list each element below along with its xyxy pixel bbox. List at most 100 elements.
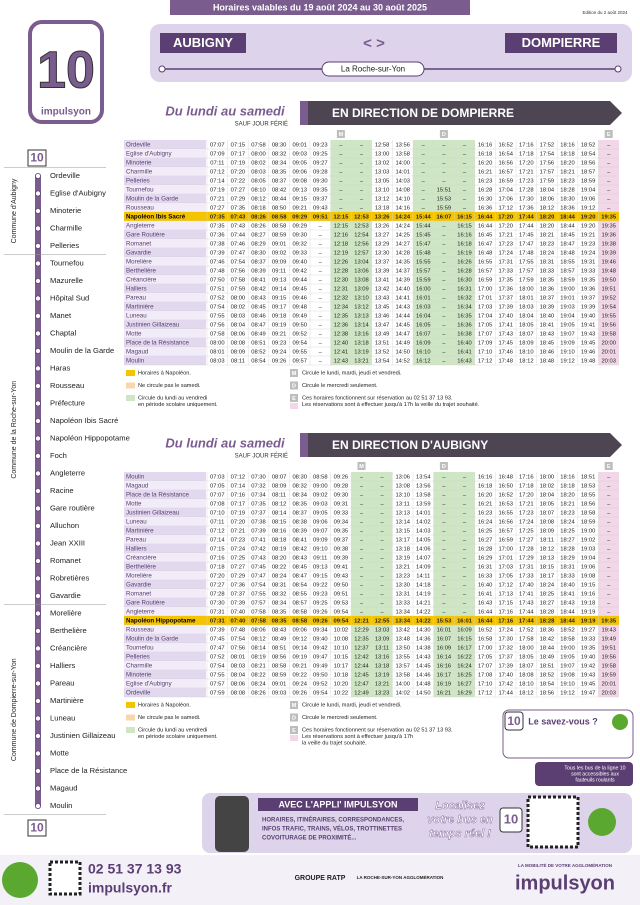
time: 17:35 xyxy=(498,277,513,283)
time: – xyxy=(442,340,446,346)
time: 17:03 xyxy=(498,564,513,570)
time: 18:47 xyxy=(560,241,575,247)
legend-swatch xyxy=(126,727,135,733)
trip-shade xyxy=(433,140,455,365)
time: 18:12 xyxy=(540,205,555,211)
stop-name: Charmille xyxy=(126,662,153,669)
time: 09:14 xyxy=(272,286,287,292)
time: 14:28 xyxy=(395,250,410,256)
stop-name: Pelleries xyxy=(126,653,150,660)
legend-swatch xyxy=(126,382,135,389)
time: 13:56 xyxy=(395,142,410,148)
time: 07:14 xyxy=(231,483,246,489)
time: 08:58 xyxy=(272,223,287,229)
time: 09:46 xyxy=(292,295,307,301)
legend-letter: E xyxy=(292,396,296,402)
time: 18:10 xyxy=(519,681,534,687)
trip-shade xyxy=(371,472,393,697)
time: – xyxy=(463,537,467,543)
direction: EN DIRECTION D'AUBIGNY xyxy=(332,438,488,452)
time: 18:09 xyxy=(540,528,555,534)
time: 08:32 xyxy=(272,151,287,157)
time: 17:21 xyxy=(519,169,534,175)
time: 12:54 xyxy=(354,232,369,238)
time: 18:28 xyxy=(539,618,555,624)
time: 18:21 xyxy=(540,232,555,238)
time: 17:04 xyxy=(478,313,493,319)
time: – xyxy=(442,528,446,534)
time: 09:53 xyxy=(334,600,349,606)
time: 14:02 xyxy=(395,690,410,696)
time: 17:24 xyxy=(519,519,534,525)
time: 08:54 xyxy=(292,582,307,588)
stop-name: Angleterre xyxy=(126,222,155,229)
time: 07:39 xyxy=(251,528,266,534)
stop-name: Motte xyxy=(126,330,142,337)
time: 08:47 xyxy=(292,573,307,579)
time: 20:03 xyxy=(601,358,616,364)
time: 12:57 xyxy=(354,250,369,256)
time: 17:21 xyxy=(498,232,513,238)
time: 08:04 xyxy=(231,672,246,678)
time: 17:09 xyxy=(478,340,493,346)
time: 19:19 xyxy=(581,609,596,615)
time: 09:22 xyxy=(292,672,307,678)
time: 07:11 xyxy=(210,160,224,166)
time: – xyxy=(360,187,364,193)
time: 12:35 xyxy=(334,313,349,319)
time: 17:13 xyxy=(498,591,513,597)
time: 17:44 xyxy=(519,618,535,624)
time: 09:03 xyxy=(313,501,328,507)
time: 13:45 xyxy=(375,304,390,310)
time: 14:49 xyxy=(395,340,410,346)
time: 08:16 xyxy=(272,528,287,534)
time: 17:12 xyxy=(478,358,493,364)
time: – xyxy=(442,151,446,157)
time: 08:58 xyxy=(313,474,328,480)
time: – xyxy=(442,537,446,543)
time: 16:30 xyxy=(478,196,493,202)
time: – xyxy=(463,160,467,166)
time: – xyxy=(463,555,467,561)
time: 16:26 xyxy=(457,259,472,265)
time: 09:40 xyxy=(292,259,307,265)
time: 08:59 xyxy=(272,232,287,238)
time: 07:27 xyxy=(231,564,246,570)
time: – xyxy=(442,609,446,615)
time: 09:33 xyxy=(292,250,307,256)
time: 09:30 xyxy=(292,232,307,238)
time: 08:00 xyxy=(251,151,266,157)
time: 16:55 xyxy=(498,510,513,516)
time: 13:42 xyxy=(375,286,390,292)
trip-note-badge xyxy=(604,462,613,470)
time: – xyxy=(442,349,446,355)
time: 13:39 xyxy=(375,268,390,274)
time: – xyxy=(442,358,446,364)
stop-name: Martinière xyxy=(126,527,154,534)
stop-dot xyxy=(35,803,42,810)
stop-name: Luneau xyxy=(126,312,147,319)
time: 12:35 xyxy=(354,636,369,642)
time: 16:35 xyxy=(457,313,472,319)
time: – xyxy=(442,564,446,570)
time: 08:00 xyxy=(210,340,225,346)
time: 17:21 xyxy=(519,501,534,507)
stop-cell xyxy=(124,329,206,338)
time: – xyxy=(319,340,323,346)
time: 17:44 xyxy=(519,223,534,229)
stop-name: Gavardie xyxy=(50,591,81,600)
time: 16:18 xyxy=(457,241,472,247)
time: 16:04 xyxy=(416,313,431,319)
time: 17:59 xyxy=(540,178,555,184)
time: 18:44 xyxy=(540,645,555,651)
time: 13:10 xyxy=(354,295,369,301)
stop-name: Rousseau xyxy=(50,381,84,390)
time: 16:58 xyxy=(478,636,493,642)
time: 19:43 xyxy=(601,627,616,633)
time: 07:37 xyxy=(251,510,266,516)
time: 09:38 xyxy=(334,546,349,552)
time: 09:54 xyxy=(292,340,307,346)
time: 18:20 xyxy=(539,214,554,220)
time: 09:09 xyxy=(313,537,328,543)
time: 07:20 xyxy=(210,573,225,579)
